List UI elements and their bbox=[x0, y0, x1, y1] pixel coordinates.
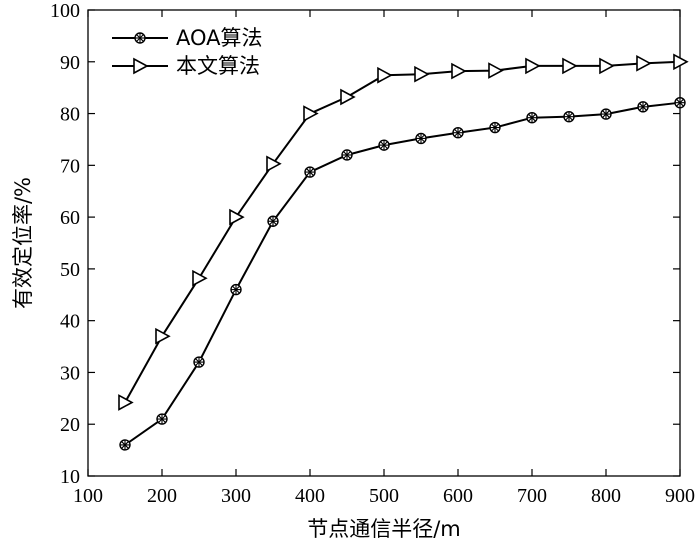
data-point-1 bbox=[118, 394, 134, 411]
legend-marker-shape bbox=[133, 57, 149, 75]
y-tick-label: 70 bbox=[60, 155, 80, 177]
x-axis-title: 节点通信半径/m bbox=[307, 517, 461, 541]
series-line-1 bbox=[124, 60, 681, 403]
y-tick-label: 10 bbox=[60, 466, 80, 488]
y-tick-label: 30 bbox=[60, 362, 80, 384]
data-point-0 bbox=[193, 356, 205, 368]
data-point-1 bbox=[377, 66, 393, 84]
data-point-0 bbox=[230, 283, 242, 296]
x-tick-label: 300 bbox=[221, 485, 251, 507]
y-axis-title: 有效定位率/% bbox=[11, 177, 35, 309]
y-tick-label: 50 bbox=[60, 259, 80, 281]
x-tick-label: 100 bbox=[73, 485, 103, 507]
y-tick-label: 80 bbox=[60, 104, 80, 126]
series-layer bbox=[118, 53, 689, 451]
data-point-1 bbox=[192, 269, 208, 287]
legend-label-proposed: 本文算法 bbox=[176, 54, 260, 78]
legend: AOA算法 本文算法 bbox=[112, 26, 263, 78]
data-point-1 bbox=[488, 62, 504, 79]
y-tick-label: 60 bbox=[60, 207, 80, 229]
data-point-1 bbox=[636, 54, 652, 72]
data-point-1 bbox=[414, 65, 430, 83]
data-point-0 bbox=[600, 108, 612, 120]
data-point-0 bbox=[304, 166, 316, 178]
data-point-0 bbox=[156, 413, 168, 425]
data-point-0 bbox=[341, 149, 353, 161]
data-point-0 bbox=[489, 121, 501, 134]
x-tick-label: 900 bbox=[665, 485, 695, 507]
legend-marker-aoa bbox=[134, 32, 146, 44]
y-tick-labels: 10 20 30 40 50 60 70 80 90 100 bbox=[50, 0, 80, 488]
x-tick-label: 500 bbox=[369, 485, 399, 507]
x-tick-label: 200 bbox=[147, 485, 177, 507]
y-tick-label: 20 bbox=[60, 414, 80, 436]
y-tick-label: 40 bbox=[60, 311, 80, 333]
data-point-0 bbox=[452, 127, 464, 139]
x-tick-label: 700 bbox=[517, 485, 547, 507]
legend-marker-proposed bbox=[133, 57, 149, 75]
x-tick-label: 600 bbox=[443, 485, 473, 507]
y-tick-label: 100 bbox=[50, 0, 80, 22]
y-tick-label: 90 bbox=[60, 52, 80, 74]
data-point-1 bbox=[266, 155, 282, 173]
data-point-1 bbox=[451, 62, 467, 80]
data-point-1 bbox=[673, 53, 689, 71]
data-point-1 bbox=[340, 88, 356, 106]
data-point-0 bbox=[563, 110, 575, 123]
axis-ticks bbox=[87, 9, 681, 477]
data-point-1 bbox=[599, 57, 615, 75]
data-point-0 bbox=[119, 439, 131, 451]
data-point-0 bbox=[378, 139, 390, 151]
series-line-0 bbox=[124, 101, 681, 446]
x-tick-label: 400 bbox=[295, 485, 325, 507]
data-point-1 bbox=[155, 327, 171, 345]
x-tick-label: 800 bbox=[591, 485, 621, 507]
data-point-0 bbox=[637, 101, 649, 113]
legend-label-aoa: AOA算法 bbox=[176, 26, 263, 50]
data-point-0 bbox=[526, 111, 538, 124]
data-point-1 bbox=[525, 57, 541, 75]
data-point-0 bbox=[415, 132, 427, 145]
legend-marker-shape bbox=[134, 32, 146, 44]
data-point-1 bbox=[229, 208, 245, 226]
x-tick-labels: 100 200 300 400 500 600 700 800 900 bbox=[73, 485, 695, 507]
data-point-1 bbox=[303, 105, 319, 122]
data-point-1 bbox=[562, 57, 578, 75]
data-point-0 bbox=[674, 96, 686, 109]
data-point-0 bbox=[267, 215, 279, 227]
